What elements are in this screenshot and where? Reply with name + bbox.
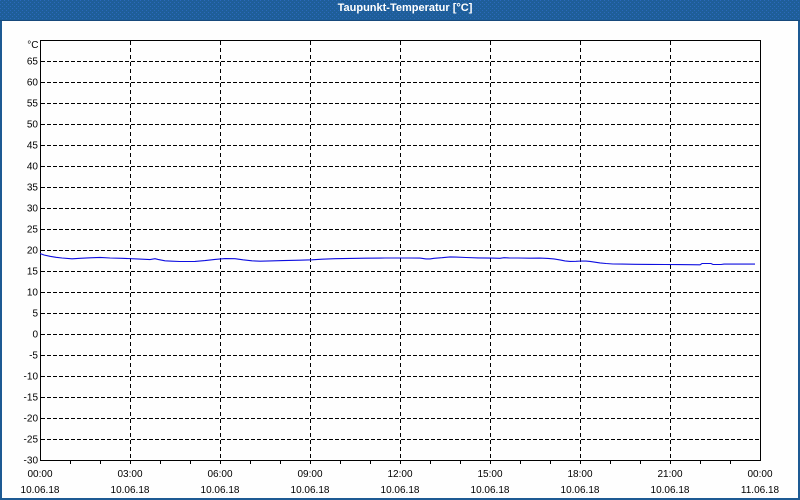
svg-text:-10: -10 xyxy=(24,372,39,383)
svg-text:0: 0 xyxy=(32,330,38,341)
svg-text:5: 5 xyxy=(32,309,38,320)
svg-text:15:00: 15:00 xyxy=(477,469,502,480)
svg-text:10.06.18: 10.06.18 xyxy=(111,485,150,496)
svg-text:60: 60 xyxy=(27,78,39,89)
svg-text:21:00: 21:00 xyxy=(657,469,682,480)
svg-text:00:00: 00:00 xyxy=(27,469,52,480)
svg-text:-30: -30 xyxy=(24,456,39,467)
svg-text:10.06.18: 10.06.18 xyxy=(561,485,600,496)
svg-text:-5: -5 xyxy=(29,351,38,362)
svg-text:10.06.18: 10.06.18 xyxy=(21,485,60,496)
svg-text:12:00: 12:00 xyxy=(387,469,412,480)
svg-text:30: 30 xyxy=(27,204,39,215)
svg-text:-20: -20 xyxy=(24,414,39,425)
svg-text:-15: -15 xyxy=(24,393,39,404)
svg-text:18:00: 18:00 xyxy=(567,469,592,480)
svg-text:10.06.18: 10.06.18 xyxy=(471,485,510,496)
svg-text:°C: °C xyxy=(27,40,38,51)
svg-text:10.06.18: 10.06.18 xyxy=(291,485,330,496)
svg-text:35: 35 xyxy=(27,183,39,194)
svg-text:10.06.18: 10.06.18 xyxy=(651,485,690,496)
svg-text:10: 10 xyxy=(27,288,39,299)
svg-text:20: 20 xyxy=(27,246,39,257)
svg-text:65: 65 xyxy=(27,57,39,68)
svg-text:50: 50 xyxy=(27,120,39,131)
svg-text:-25: -25 xyxy=(24,435,39,446)
svg-text:10.06.18: 10.06.18 xyxy=(201,485,240,496)
svg-text:06:00: 06:00 xyxy=(207,469,232,480)
svg-text:15: 15 xyxy=(27,267,39,278)
svg-text:40: 40 xyxy=(27,162,39,173)
svg-text:11.06.18: 11.06.18 xyxy=(741,485,780,496)
svg-text:10.06.18: 10.06.18 xyxy=(381,485,420,496)
svg-text:09:00: 09:00 xyxy=(297,469,322,480)
svg-text:00:00: 00:00 xyxy=(747,469,772,480)
svg-text:45: 45 xyxy=(27,141,39,152)
svg-text:55: 55 xyxy=(27,99,39,110)
svg-text:25: 25 xyxy=(27,225,39,236)
svg-text:03:00: 03:00 xyxy=(117,469,142,480)
